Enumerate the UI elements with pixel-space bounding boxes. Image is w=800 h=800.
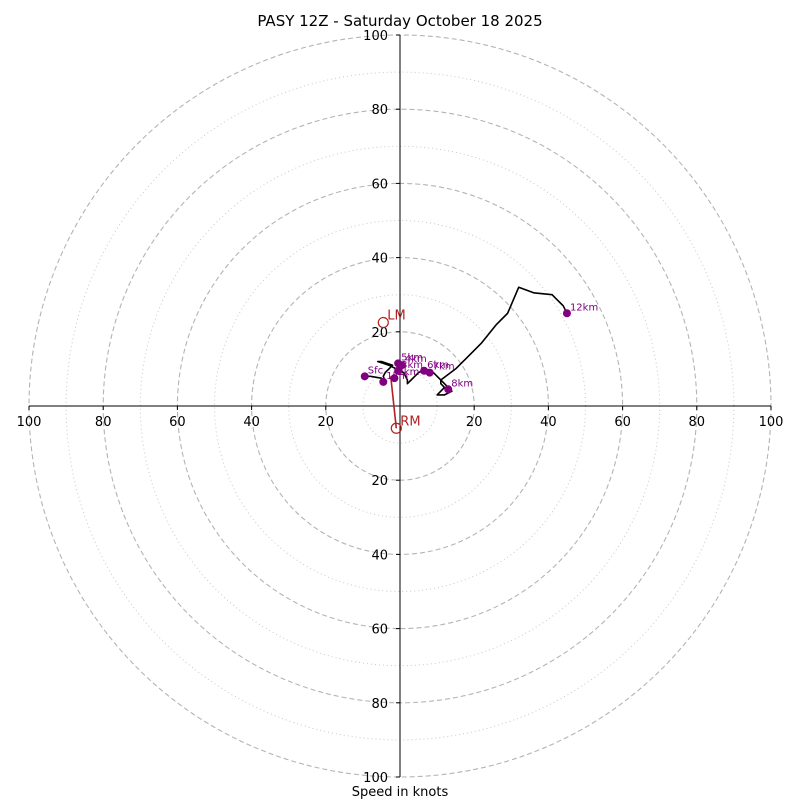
axes xyxy=(29,35,771,777)
x-tick-label: 40 xyxy=(540,415,557,430)
x-tick-label: 40 xyxy=(243,415,260,430)
height-marker xyxy=(360,372,369,381)
height-marker xyxy=(390,374,399,383)
height-marker xyxy=(379,377,388,386)
y-tick-label: 40 xyxy=(371,252,388,267)
y-tick-label: 20 xyxy=(371,326,388,341)
x-tick-label: 80 xyxy=(689,415,706,430)
height-marker-label: Sfc xyxy=(368,365,383,376)
left-mover-marker xyxy=(377,316,389,329)
storm-motion-vector xyxy=(389,376,398,429)
y-tick-label: 100 xyxy=(363,29,388,44)
x-tick-label: 60 xyxy=(614,415,631,430)
height-marker xyxy=(444,385,453,394)
y-tick-label: 80 xyxy=(371,697,388,712)
right-mover-marker xyxy=(390,422,402,434)
right-mover-label: RM xyxy=(400,414,420,429)
y-tick-label: 100 xyxy=(363,771,388,786)
storm-motion: LM RM xyxy=(377,309,421,434)
y-tick-label: 60 xyxy=(371,623,388,638)
height-marker-label: 3km xyxy=(401,360,423,371)
height-marker-label: 6km xyxy=(427,360,449,371)
height-markers: Sfc1km2km3km4km5km6km7km8km12km xyxy=(360,302,598,394)
y-tick-label: 40 xyxy=(371,548,388,563)
left-mover-label: LM xyxy=(387,309,405,324)
height-marker-label: 4km xyxy=(405,354,427,365)
tick-labels: 100 80 60 40 20 20 40 60 80 100 100 80 60 40 20 20 40 60 8… xyxy=(17,29,784,786)
x-tick-label: 20 xyxy=(318,415,335,430)
height-marker xyxy=(394,359,403,368)
x-tick-label: 60 xyxy=(169,415,186,430)
y-tick-label: 80 xyxy=(371,103,388,118)
height-marker-label: 5km xyxy=(401,352,423,363)
height-marker xyxy=(425,368,434,377)
x-tick-label: 100 xyxy=(759,415,784,430)
x-tick-label: 20 xyxy=(466,415,483,430)
height-marker-label: 12km xyxy=(570,302,598,313)
x-axis-label: Speed in knots xyxy=(352,785,449,800)
height-marker xyxy=(562,309,571,318)
height-marker-label: 2km xyxy=(397,367,419,378)
hodograph-trace-line xyxy=(364,286,568,396)
y-tick-label: 20 xyxy=(371,474,388,489)
chart-title: PASY 12Z - Saturday October 18 2025 xyxy=(257,12,542,30)
x-tick-label: 100 xyxy=(17,415,42,430)
wind-profile-trace xyxy=(364,286,568,396)
x-tick-label: 80 xyxy=(95,415,112,430)
y-tick-label: 60 xyxy=(371,177,388,192)
height-marker-label: 7km xyxy=(433,362,455,373)
height-marker-label: 8km xyxy=(451,378,473,389)
